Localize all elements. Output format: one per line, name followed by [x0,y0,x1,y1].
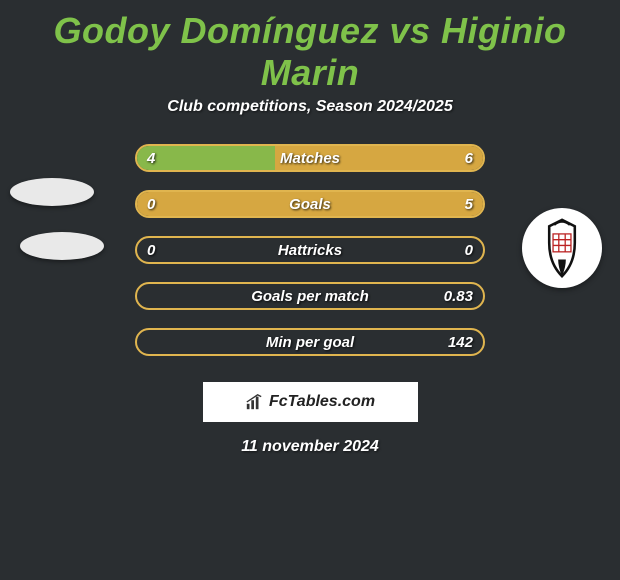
stat-fill-left [137,146,275,170]
stat-row: Goals per match 0.83 [135,282,485,310]
stat-value-right: 142 [448,334,473,351]
stat-value-left: 0 [147,196,155,213]
brand-box[interactable]: FcTables.com [203,382,418,422]
oval-placeholder-icon [10,178,94,206]
stat-row: 4 Matches 6 [135,144,485,172]
stat-label: Goals per match [251,288,369,305]
stat-label: Hattricks [278,242,342,259]
stat-value-right: 6 [465,150,473,167]
stat-label: Matches [280,150,340,167]
stat-value-right: 0 [465,242,473,259]
left-team-placeholder-2 [20,204,104,288]
bar-chart-icon [245,393,263,411]
stat-value-right: 5 [465,196,473,213]
page-title: Godoy Domínguez vs Higinio Marin [0,0,620,98]
stat-row: Min per goal 142 [135,328,485,356]
subtitle: Club competitions, Season 2024/2025 [0,98,620,116]
stat-row: 0 Hattricks 0 [135,236,485,264]
stat-value-right: 0.83 [444,288,473,305]
stat-value-left: 4 [147,150,155,167]
oval-placeholder-icon [20,232,104,260]
comparison-arena: 4 Matches 6 0 Goals 5 0 Hattricks 0 Goals per mat… [0,144,620,456]
albacete-badge-icon [522,208,602,288]
stat-rows: 4 Matches 6 0 Goals 5 0 Hattricks 0 Goals per mat… [135,144,485,356]
brand-text: FcTables.com [269,393,375,411]
stat-label: Goals [289,196,331,213]
stat-row: 0 Goals 5 [135,190,485,218]
date-text: 11 november 2024 [0,438,620,456]
stat-value-left: 0 [147,242,155,259]
right-team-logo [520,206,604,290]
stat-label: Min per goal [266,334,354,351]
